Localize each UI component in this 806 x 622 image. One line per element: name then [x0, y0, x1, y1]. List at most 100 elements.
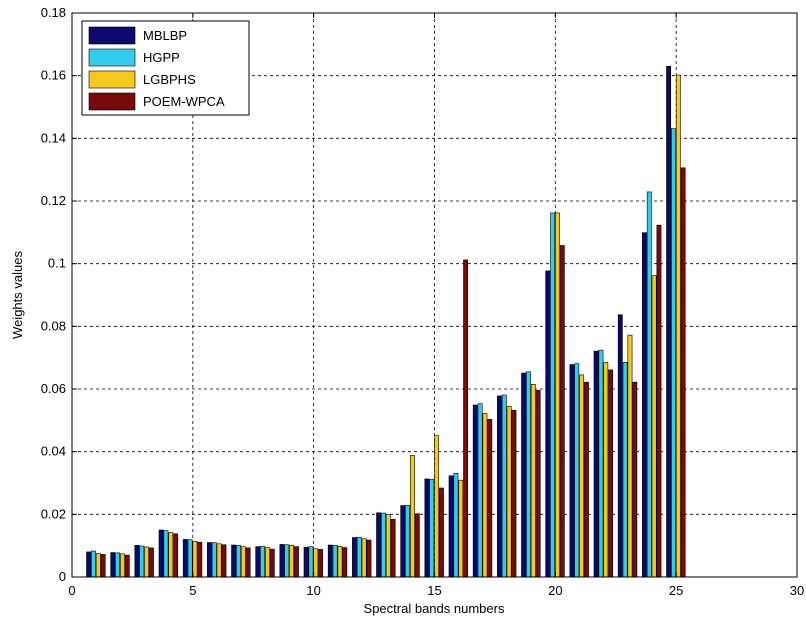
- bar-poem-wpca-band-4: [173, 533, 179, 578]
- bar-hgpp-band-10: [308, 546, 314, 578]
- bar-poem-wpca-band-3: [149, 547, 154, 578]
- y-axis-ticks: 0 0.02 0.04 0.06 0.08 0.1 0.12 0.14 0.16 0.18: [41, 5, 797, 584]
- y-tick-label: 0.04: [41, 444, 66, 459]
- bar-hgpp-band-17: [477, 403, 483, 578]
- bar-poem-wpca-band-24: [656, 224, 662, 578]
- bar-poem-wpca-band-20: [559, 245, 565, 578]
- bar-hgpp-band-5: [187, 539, 193, 578]
- bar-lgbphs-band-22: [603, 362, 609, 578]
- bar-hgpp-band-20: [550, 212, 556, 578]
- bar-lgbphs-band-2: [120, 553, 125, 578]
- y-tick-label: 0.02: [41, 506, 66, 521]
- bar-lgbphs-band-7: [240, 546, 246, 578]
- x-tick-label: 20: [548, 583, 562, 598]
- x-tick-label: 0: [68, 583, 75, 598]
- bar-mblbp-band-18: [497, 395, 502, 578]
- bar-mblbp-band-15: [424, 478, 430, 578]
- bar-poem-wpca-band-18: [511, 410, 517, 578]
- bar-mblbp-band-6: [207, 542, 212, 578]
- bar-mblbp-band-4: [158, 529, 164, 578]
- x-tick-label: 5: [189, 583, 196, 598]
- bar-hgpp-band-9: [284, 544, 290, 578]
- bar-mblbp-band-2: [110, 552, 116, 578]
- bar-poem-wpca-band-17: [487, 419, 493, 578]
- bar-hgpp-band-4: [163, 530, 169, 578]
- bar-mblbp-band-24: [642, 232, 647, 578]
- bar-poem-wpca-band-1: [100, 554, 106, 578]
- x-tick-label: 30: [790, 583, 804, 598]
- x-tick-label: 25: [669, 583, 683, 598]
- bar-poem-wpca-band-2: [124, 554, 130, 578]
- legend-label: POEM-WPCA: [143, 94, 225, 109]
- bar-poem-wpca-band-19: [535, 389, 541, 578]
- bar-poem-wpca-band-16: [463, 259, 469, 578]
- y-tick-label: 0.18: [41, 5, 66, 20]
- bar-hgpp-band-11: [332, 545, 338, 578]
- legend-swatch: [88, 26, 136, 45]
- bar-poem-wpca-band-5: [197, 541, 203, 578]
- legend-swatch: [88, 70, 136, 89]
- bar-mblbp-band-25: [666, 65, 672, 578]
- bar-mblbp-band-7: [231, 544, 237, 578]
- bar-mblbp-band-9: [279, 544, 285, 578]
- bar-lgbphs-band-6: [216, 543, 222, 578]
- legend-label: MBLBP: [143, 28, 187, 43]
- bar-mblbp-band-16: [448, 475, 454, 578]
- bar-lgbphs-band-13: [385, 514, 391, 578]
- legend-swatch: [88, 48, 136, 67]
- x-axis-ticks: 0 5 10 15 20 25 30: [68, 13, 804, 598]
- y-tick-label: 0.1: [48, 256, 66, 271]
- bar-mblbp-band-21: [569, 364, 575, 578]
- bar-hgpp-band-24: [646, 191, 652, 578]
- bar-lgbphs-band-10: [313, 548, 319, 578]
- bar-poem-wpca-band-6: [221, 544, 227, 578]
- bar-lgbphs-band-18: [506, 405, 512, 578]
- bar-lgbphs-band-11: [337, 545, 343, 578]
- bar-poem-wpca-band-13: [390, 519, 396, 578]
- legend-swatch: [88, 92, 136, 111]
- y-tick-label: 0.06: [41, 381, 66, 396]
- bar-hgpp-band-3: [139, 545, 145, 578]
- bar-hgpp-band-13: [381, 512, 386, 578]
- bar-mblbp-band-10: [303, 546, 309, 578]
- bar-lgbphs-band-21: [579, 374, 585, 578]
- bar-lgbphs-band-15: [434, 435, 440, 578]
- legend-label: LGBPHS: [143, 72, 196, 87]
- bars-group: [86, 65, 686, 578]
- bar-mblbp-band-17: [472, 404, 478, 578]
- bar-lgbphs-band-20: [555, 212, 560, 578]
- bar-lgbphs-band-4: [168, 532, 174, 578]
- bar-lgbphs-band-17: [482, 413, 488, 578]
- x-axis-label: Spectral bands numbers: [364, 601, 505, 616]
- bar-lgbphs-band-12: [361, 538, 367, 578]
- legend: MBLBP HGPP LGBPHS POEM-WPCA: [81, 20, 250, 116]
- bar-hgpp-band-18: [501, 394, 507, 578]
- bar-mblbp-band-22: [593, 350, 599, 578]
- bar-hgpp-band-14: [405, 504, 411, 578]
- bar-hgpp-band-16: [453, 472, 459, 578]
- bar-lgbphs-band-23: [627, 334, 633, 578]
- legend-label: HGPP: [143, 50, 180, 65]
- bar-hgpp-band-8: [260, 545, 266, 578]
- bar-poem-wpca-band-11: [342, 547, 348, 578]
- bar-mblbp-band-5: [182, 539, 188, 578]
- bar-hgpp-band-25: [671, 128, 676, 578]
- bar-poem-wpca-band-25: [680, 167, 686, 578]
- bar-poem-wpca-band-9: [294, 546, 299, 578]
- bar-hgpp-band-7: [236, 545, 241, 578]
- y-tick-label: 0.14: [41, 130, 66, 145]
- bar-mblbp-band-19: [521, 372, 527, 578]
- bar-poem-wpca-band-23: [632, 381, 638, 578]
- bar-lgbphs-band-3: [144, 546, 150, 578]
- bar-poem-wpca-band-14: [414, 513, 420, 578]
- bar-lgbphs-band-9: [289, 545, 295, 578]
- y-tick-label: 0: [59, 569, 66, 584]
- bar-lgbphs-band-8: [265, 547, 270, 578]
- bar-mblbp-band-8: [255, 546, 261, 578]
- y-axis-label: Weights values: [10, 251, 25, 339]
- bar-poem-wpca-band-12: [366, 539, 372, 578]
- bar-mblbp-band-1: [86, 551, 92, 578]
- bar-poem-wpca-band-22: [608, 369, 614, 578]
- bar-hgpp-band-1: [91, 550, 96, 578]
